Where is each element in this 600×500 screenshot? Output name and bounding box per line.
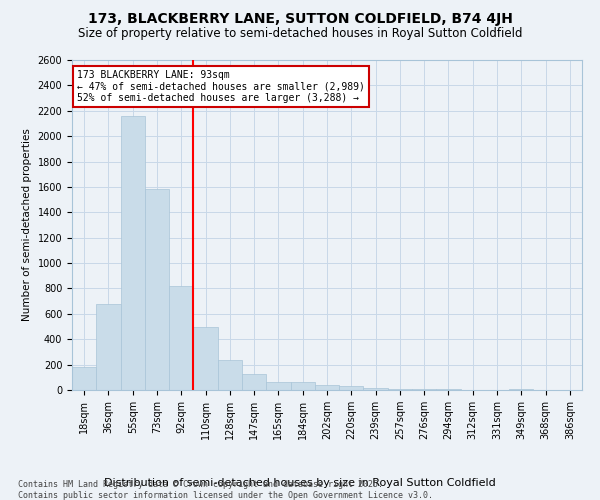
Bar [96,304,121,390]
Bar [290,382,315,390]
Text: 173 BLACKBERRY LANE: 93sqm
← 47% of semi-detached houses are smaller (2,989)
52%: 173 BLACKBERRY LANE: 93sqm ← 47% of semi… [77,70,365,103]
Y-axis label: Number of semi-detached properties: Number of semi-detached properties [22,128,32,322]
Text: 173, BLACKBERRY LANE, SUTTON COLDFIELD, B74 4JH: 173, BLACKBERRY LANE, SUTTON COLDFIELD, … [88,12,512,26]
Text: Contains HM Land Registry data © Crown copyright and database right 2025.
Contai: Contains HM Land Registry data © Crown c… [18,480,433,500]
Bar [315,385,339,390]
Bar [388,388,412,390]
Bar [169,286,193,390]
Bar [121,116,145,390]
Bar [193,326,218,390]
Text: Size of property relative to semi-detached houses in Royal Sutton Coldfield: Size of property relative to semi-detach… [78,28,522,40]
Bar [339,386,364,390]
Bar [72,367,96,390]
Bar [145,190,169,390]
Bar [364,388,388,390]
Bar [218,360,242,390]
Bar [242,374,266,390]
Bar [266,382,290,390]
Text: Distribution of semi-detached houses by size in Royal Sutton Coldfield: Distribution of semi-detached houses by … [104,478,496,488]
